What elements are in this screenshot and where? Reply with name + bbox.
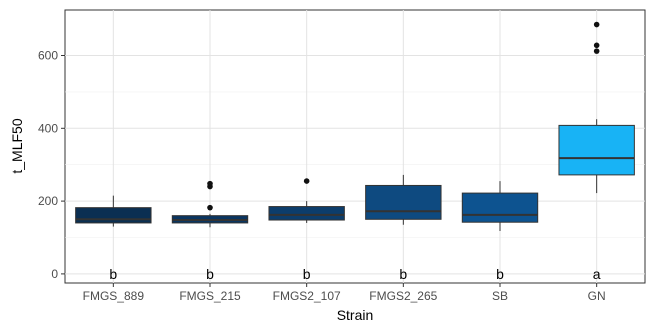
box-fmgs2_265: b (365, 174, 442, 282)
box-fmgs_889: b (75, 195, 152, 282)
outlier-point (207, 180, 213, 187)
group-letter: b (303, 266, 311, 282)
outlier-point (593, 42, 600, 49)
y-tick-label: 600 (38, 49, 58, 63)
box-body (75, 207, 152, 224)
group-letter: b (109, 266, 117, 282)
panel-border (64, 9, 646, 284)
x-tick-label: FMGS2_265 (369, 289, 437, 303)
box-gn: a (558, 21, 635, 282)
box-body (461, 192, 539, 223)
group-letter: a (593, 266, 601, 282)
box-body (558, 124, 635, 176)
y-tick-label: 0 (51, 267, 58, 281)
outlier-point (207, 204, 213, 211)
box-body (365, 184, 442, 220)
outlier-point (303, 178, 310, 184)
y-axis-title: t_MLF50 (9, 118, 25, 173)
box-body (268, 206, 345, 221)
x-axis: FMGS_889 FMGS_215 FMGS2_107 FMGS2_265 SB GN (83, 283, 606, 303)
group-letter: b (399, 266, 407, 282)
group-letter: b (206, 266, 214, 282)
y-tick-label: 200 (38, 194, 58, 208)
x-tick-label: GN (588, 289, 606, 303)
x-tick-label: FMGS_889 (83, 289, 145, 303)
box-fmgs2_107: b (268, 178, 345, 282)
x-axis-title: Strain (337, 307, 374, 323)
x-tick-label: FMGS2_107 (273, 289, 341, 303)
y-tick-label: 400 (38, 121, 58, 135)
box-fmgs_215: b (171, 180, 249, 282)
outlier-point (593, 48, 600, 54)
x-tick-label: SB (492, 289, 508, 303)
y-axis: 0 200 400 600 (38, 49, 65, 281)
outlier-point (593, 21, 600, 28)
box-sb: b (461, 181, 539, 282)
x-tick-label: FMGS_215 (179, 289, 241, 303)
group-letter: b (496, 266, 504, 282)
